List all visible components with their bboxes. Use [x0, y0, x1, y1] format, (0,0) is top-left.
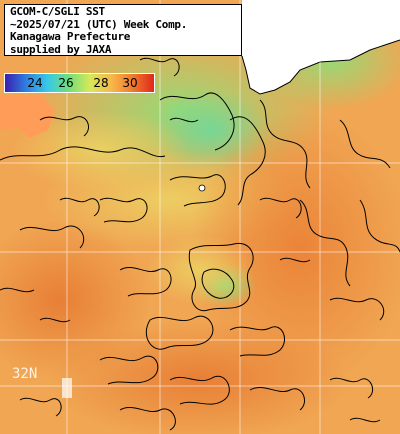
- scale-tick-26: 26: [58, 76, 74, 90]
- yellow-patch-center: [145, 235, 255, 305]
- coastline: [241, 39, 400, 95]
- color-scale-bar: 24 26 28 30: [4, 73, 155, 93]
- color-scale-gradient: [5, 74, 154, 92]
- sst-contours: [0, 57, 400, 431]
- title-line-satellite: GCOM-C/SGLI SST: [10, 5, 105, 18]
- title-line-region: Kanagawa Prefecture: [10, 30, 131, 43]
- yellow-band-north: [10, 110, 190, 190]
- scale-tick-28: 28: [93, 76, 109, 90]
- scale-tick-30: 30: [122, 76, 138, 90]
- cloud-mask-area: [0, 95, 55, 138]
- warm-water-east: [190, 110, 400, 390]
- title-line-date: ~2025/07/21 (UTC) Week Comp.: [10, 17, 188, 31]
- map-title-box: GCOM-C/SGLI SST ~2025/07/21 (UTC) Week C…: [4, 4, 242, 56]
- scale-tick-24: 24: [27, 76, 43, 90]
- warm-water-south: [50, 320, 350, 434]
- title-line-credit: supplied by JAXA: [10, 42, 112, 56]
- latitude-label: 32N: [12, 366, 38, 382]
- island-small: [198, 184, 206, 192]
- land-mainland: [242, 0, 400, 94]
